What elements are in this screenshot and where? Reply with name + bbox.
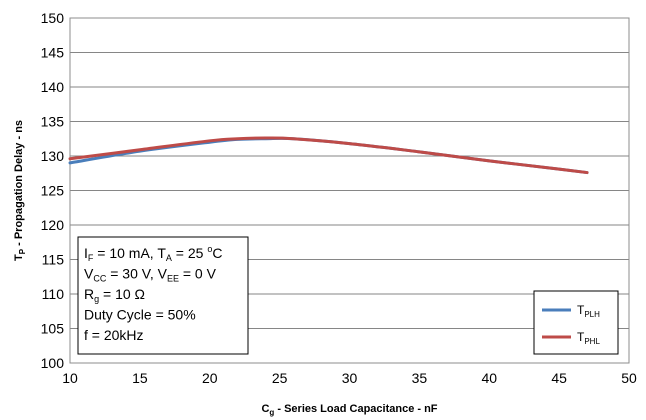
plot-area-border	[69, 17, 630, 364]
condition-text: CC	[93, 274, 106, 284]
condition-text: = 10 Ω	[99, 286, 145, 302]
condition-text: f = 20kHz	[84, 327, 144, 343]
x-tick-label: 40	[481, 370, 497, 386]
condition-text: = 10 mA, T	[93, 245, 166, 261]
condition-line: Rg = 10 Ω	[84, 286, 145, 304]
x-tick-label: 35	[412, 370, 428, 386]
condition-text: V	[84, 266, 94, 282]
y-tick-label: 150	[41, 10, 65, 26]
legend-label-phl: TPHL	[577, 330, 600, 346]
y-axis-title-rest: - Propagation Delay - ns	[13, 120, 25, 249]
condition-text: = 0 V	[179, 266, 217, 282]
condition-line: f = 20kHz	[84, 327, 144, 343]
legend-label-plh: TPLH	[577, 303, 600, 319]
y-axis-title-sub: P	[18, 248, 27, 254]
condition-text: I	[84, 245, 88, 261]
y-tick-label: 100	[41, 355, 65, 371]
legend-label-main: T	[577, 303, 585, 317]
y-tick-label: 105	[41, 321, 65, 337]
y-tick-labels: 100 105 110 115 120 125 130 135 140 145 150	[41, 10, 65, 371]
x-tick-label: 25	[272, 370, 288, 386]
condition-text: Duty Cycle = 50%	[84, 307, 196, 323]
y-tick-label: 115	[42, 252, 65, 268]
condition-line: Duty Cycle = 50%	[84, 307, 196, 323]
series-line-phl	[68, 136, 589, 175]
legend-label-sub: PHL	[584, 337, 600, 346]
y-tick-label: 140	[41, 79, 65, 95]
conditions-annotation: IF = 10 mA, TA = 25 oC VCC = 30 V, VEE = …	[77, 236, 249, 355]
x-axis-title-rest: - Series Load Capacitance - nF	[274, 403, 437, 415]
y-axis-title: TP - Propagation Delay - ns	[13, 120, 27, 261]
x-tick-label: 15	[132, 370, 148, 386]
x-tick-label: 20	[202, 370, 218, 386]
data-series	[68, 136, 589, 175]
condition-text: EE	[167, 274, 179, 284]
y-tick-label: 145	[41, 45, 65, 61]
y-tick-label: 120	[41, 217, 65, 233]
condition-text: o	[207, 244, 212, 254]
x-tick-label: 50	[621, 370, 637, 386]
legend-box	[533, 290, 619, 355]
condition-text: = 30 V, V	[106, 266, 167, 282]
x-tick-labels: 10 15 20 25 30 35 40 45 50	[62, 370, 637, 386]
condition-line: IF = 10 mA, TA = 25 oC	[84, 244, 222, 263]
x-axis-title-main: C	[261, 403, 269, 415]
series-line-plh	[68, 136, 589, 175]
conditions-box	[77, 236, 249, 355]
x-axis-title-sub: g	[269, 408, 274, 417]
y-tick-label: 130	[41, 148, 65, 164]
condition-line: VCC = 30 V, VEE = 0 V	[84, 266, 217, 284]
condition-text: F	[88, 253, 94, 263]
condition-text: R	[84, 286, 94, 302]
y-tick-label: 135	[41, 114, 65, 130]
y-axis-title-main: T	[13, 254, 25, 261]
condition-text: A	[166, 253, 172, 263]
y-tick-label: 110	[42, 286, 65, 302]
y-tick-label: 125	[41, 183, 65, 199]
legend-label-main: T	[577, 330, 585, 344]
condition-text: g	[94, 294, 99, 304]
legend-label-sub: PLH	[584, 310, 600, 319]
x-tick-label: 10	[62, 370, 78, 386]
condition-text: C	[212, 245, 222, 261]
x-axis-title: Cg - Series Load Capacitance - nF	[261, 403, 437, 417]
x-tick-label: 45	[551, 370, 567, 386]
condition-text: = 25	[172, 245, 207, 261]
x-tick-label: 30	[342, 370, 358, 386]
